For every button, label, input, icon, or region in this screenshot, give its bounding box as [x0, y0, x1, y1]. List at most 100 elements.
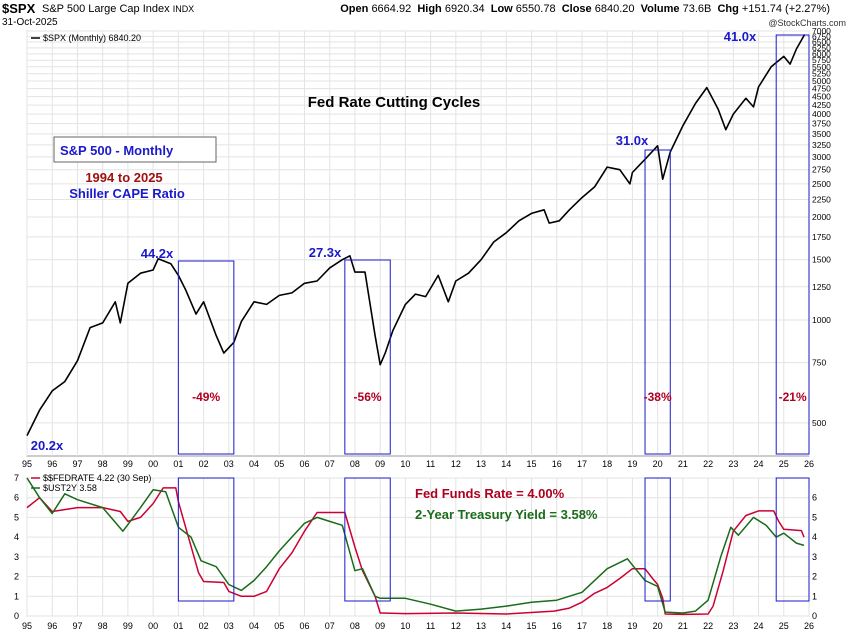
top-panel-frame: [26, 30, 810, 457]
top-x-tick-label: 18: [602, 459, 612, 469]
spx-series-line: [26, 34, 806, 436]
bottom-x-tick-label: 96: [47, 621, 57, 631]
index-full-name: S&P 500 Large Cap Index: [42, 3, 170, 15]
bottom-x-tick-label: 10: [400, 621, 410, 631]
top-y-tick-label: 4250: [812, 100, 831, 110]
bottom-x-tick-label: 98: [98, 621, 108, 631]
date-range-label: 1994 to 2025: [85, 170, 162, 185]
fedrate-value-label: Fed Funds Rate = 4.00%: [415, 486, 565, 501]
top-x-tick-label: 16: [552, 459, 562, 469]
bottom-x-tick-label: 14: [501, 621, 511, 631]
bottom-x-tick-label: 03: [224, 621, 234, 631]
top-y-tick-label: 2000: [812, 212, 831, 222]
top-y-tick-label: 4750: [812, 84, 831, 94]
cape-annotation: 20.2x: [31, 438, 64, 453]
bottom-right-tick-label: 0: [812, 611, 817, 621]
top-x-tick-label: 11: [426, 459, 435, 469]
bottom-x-tick-label: 24: [754, 621, 764, 631]
top-y-tick-label: 6750: [812, 31, 831, 41]
chart-title: Fed Rate Cutting Cycles: [308, 94, 481, 111]
top-x-tick-label: 23: [728, 459, 738, 469]
top-y-tick-label: 5000: [812, 76, 831, 86]
bottom-x-tick-label: 97: [72, 621, 82, 631]
bottom-x-tick-label: 16: [552, 621, 562, 631]
bottom-x-tick-label: 13: [476, 621, 486, 631]
bottom-x-tick-label: 26: [804, 621, 814, 631]
bottom-x-tick-label: 20: [653, 621, 663, 631]
top-x-tick-label: 17: [577, 459, 587, 469]
bottom-left-tick-label: 1: [14, 591, 19, 601]
cycle-box-bottom: [775, 477, 810, 602]
bottom-x-tick-label: 01: [173, 621, 183, 631]
volume-label: Volume: [640, 3, 680, 15]
high-value: 6920.34: [444, 3, 485, 15]
bottom-x-tick-label: 99: [123, 621, 133, 631]
top-y-tick-label: 3500: [812, 129, 831, 139]
bottom-panel-frame: [26, 477, 810, 617]
top-x-tick-label: 15: [527, 459, 537, 469]
top-x-tick-label: 99: [123, 459, 133, 469]
top-y-tick-label: 3750: [812, 119, 831, 129]
top-x-tick-label: 95: [22, 459, 32, 469]
bottom-x-tick-label: 17: [577, 621, 587, 631]
bottom-x-tick-label: 07: [325, 621, 335, 631]
ust2y-series-line: [26, 477, 805, 614]
top-x-tick-label: 01: [173, 459, 183, 469]
chg-label: Chg: [717, 3, 739, 15]
top-x-tick-label: 22: [703, 459, 713, 469]
top-y-tick-label: 5500: [812, 62, 831, 72]
bottom-x-tick-label: 19: [627, 621, 637, 631]
top-x-tick-label: 00: [148, 459, 158, 469]
top-x-tick-label: 04: [249, 459, 259, 469]
close-label: Close: [561, 3, 592, 15]
top-y-tick-label: 750: [812, 358, 826, 368]
top-x-tick-label: 06: [299, 459, 309, 469]
top-x-tick-label: 98: [98, 459, 108, 469]
open-value: 6664.92: [371, 3, 412, 15]
bottom-right-tick-label: 1: [812, 591, 817, 601]
index-name: S&P 500 Large Cap Index INDX: [42, 3, 194, 15]
bottom-x-tick-label: 05: [274, 621, 284, 631]
top-y-tick-label: 2750: [812, 165, 831, 175]
high-label: High: [417, 3, 442, 15]
bottom-x-tick-label: 12: [451, 621, 461, 631]
top-x-tick-label: 08: [350, 459, 360, 469]
low-value: 6550.78: [515, 3, 556, 15]
ust2y-value-label: 2-Year Treasury Yield = 3.58%: [415, 507, 598, 522]
top-y-tick-label: 4000: [812, 109, 831, 119]
bottom-x-tick-label: 02: [199, 621, 209, 631]
top-x-tick-label: 10: [400, 459, 410, 469]
bottom-x-tick-label: 25: [779, 621, 789, 631]
watermark: @StockCharts.com: [768, 18, 846, 28]
decline-label: -21%: [779, 390, 807, 404]
bottom-right-tick-label: 2: [812, 572, 817, 582]
close-value: 6840.20: [594, 3, 635, 15]
bottom-x-tick-label: 23: [728, 621, 738, 631]
cape-annotation: 41.0x: [724, 29, 757, 44]
top-y-tick-label: 5250: [812, 69, 831, 79]
top-x-tick-label: 26: [804, 459, 814, 469]
top-y-tick-label: 6500: [812, 37, 831, 47]
decline-label: -56%: [354, 390, 382, 404]
bottom-left-tick-label: 4: [14, 532, 19, 542]
bottom-x-tick-label: 21: [678, 621, 688, 631]
cycle-box-bottom: [177, 477, 235, 602]
decline-label: -49%: [192, 390, 220, 404]
volume-value: 73.6B: [682, 3, 712, 15]
info-box: [53, 136, 217, 163]
decline-label: -38%: [644, 390, 672, 404]
ticker-symbol: $SPX: [2, 1, 36, 16]
bottom-x-tick-label: 18: [602, 621, 612, 631]
cycle-box-top: [177, 260, 235, 455]
bottom-left-tick-label: 5: [14, 512, 19, 522]
cape-annotation: 44.2x: [141, 246, 174, 261]
top-y-tick-label: 1750: [812, 232, 831, 242]
open-label: Open: [340, 3, 369, 15]
top-y-tick-label: 7000: [812, 26, 831, 36]
bottom-x-tick-label: 15: [527, 621, 537, 631]
top-y-tick-label: 1500: [812, 255, 831, 265]
bottom-right-tick-label: 4: [812, 532, 817, 542]
bottom-x-tick-label: 06: [299, 621, 309, 631]
bottom-left-tick-label: 0: [14, 611, 19, 621]
